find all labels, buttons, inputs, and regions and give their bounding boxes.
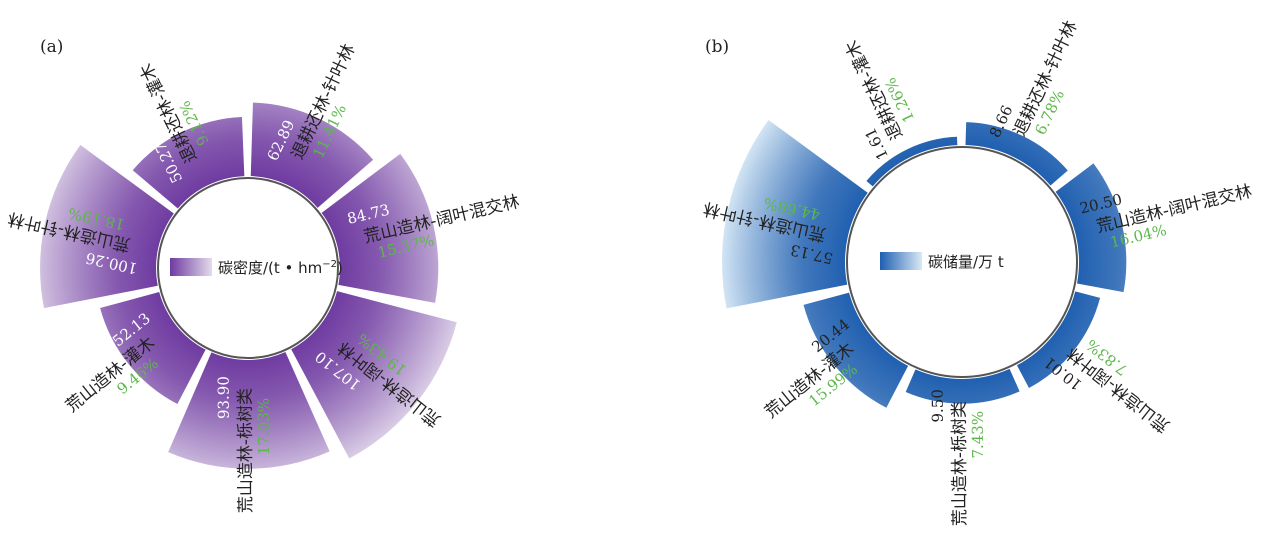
- center-ring: [846, 146, 1078, 378]
- percent-label: 17.03%: [255, 398, 273, 455]
- center-ring: [157, 177, 339, 359]
- bar-wedge: [168, 352, 330, 469]
- category-label: 荒山造林-栎树类: [950, 401, 971, 526]
- legend-swatch: [880, 252, 922, 270]
- bar-wedge: [722, 119, 868, 309]
- bar-wedge: [291, 291, 457, 459]
- bar-wedge: [250, 102, 374, 208]
- bar-wedge: [803, 292, 909, 408]
- bar-wedge: [1016, 291, 1101, 388]
- panel-label: (a): [40, 37, 63, 57]
- legend-label: 碳储量/万 t: [928, 253, 1004, 271]
- legend-label: 碳密度/(t • hm−2): [218, 259, 343, 277]
- panel-label: (b): [705, 37, 729, 57]
- panel-b-carbon-storage-chart: (b)1.611.26%退耕还林-灌木 8.66 6.78%退耕还林-针叶林20.5…: [701, 18, 1254, 526]
- bar-wedge: [1055, 163, 1127, 293]
- bar-wedge: [905, 368, 1020, 404]
- legend-swatch: [170, 258, 212, 276]
- data-label: 93.90: [215, 376, 233, 419]
- bar-wedge: [40, 144, 174, 309]
- panel-a-carbon-density-chart: (a)50.279.12%退耕还林-灌木 62.89 11.41%退耕还林-针叶林8…: [6, 37, 522, 513]
- data-label: 9.50: [929, 389, 947, 422]
- category-label: 荒山造林-栎树类: [236, 388, 257, 513]
- bar-wedge: [100, 292, 206, 405]
- bar-wedge: [132, 116, 245, 209]
- bar-wedge: [965, 122, 1068, 186]
- bar-wedge: [866, 136, 958, 187]
- percent-label: 7.43%: [969, 411, 987, 459]
- bar-wedge: [321, 153, 439, 303]
